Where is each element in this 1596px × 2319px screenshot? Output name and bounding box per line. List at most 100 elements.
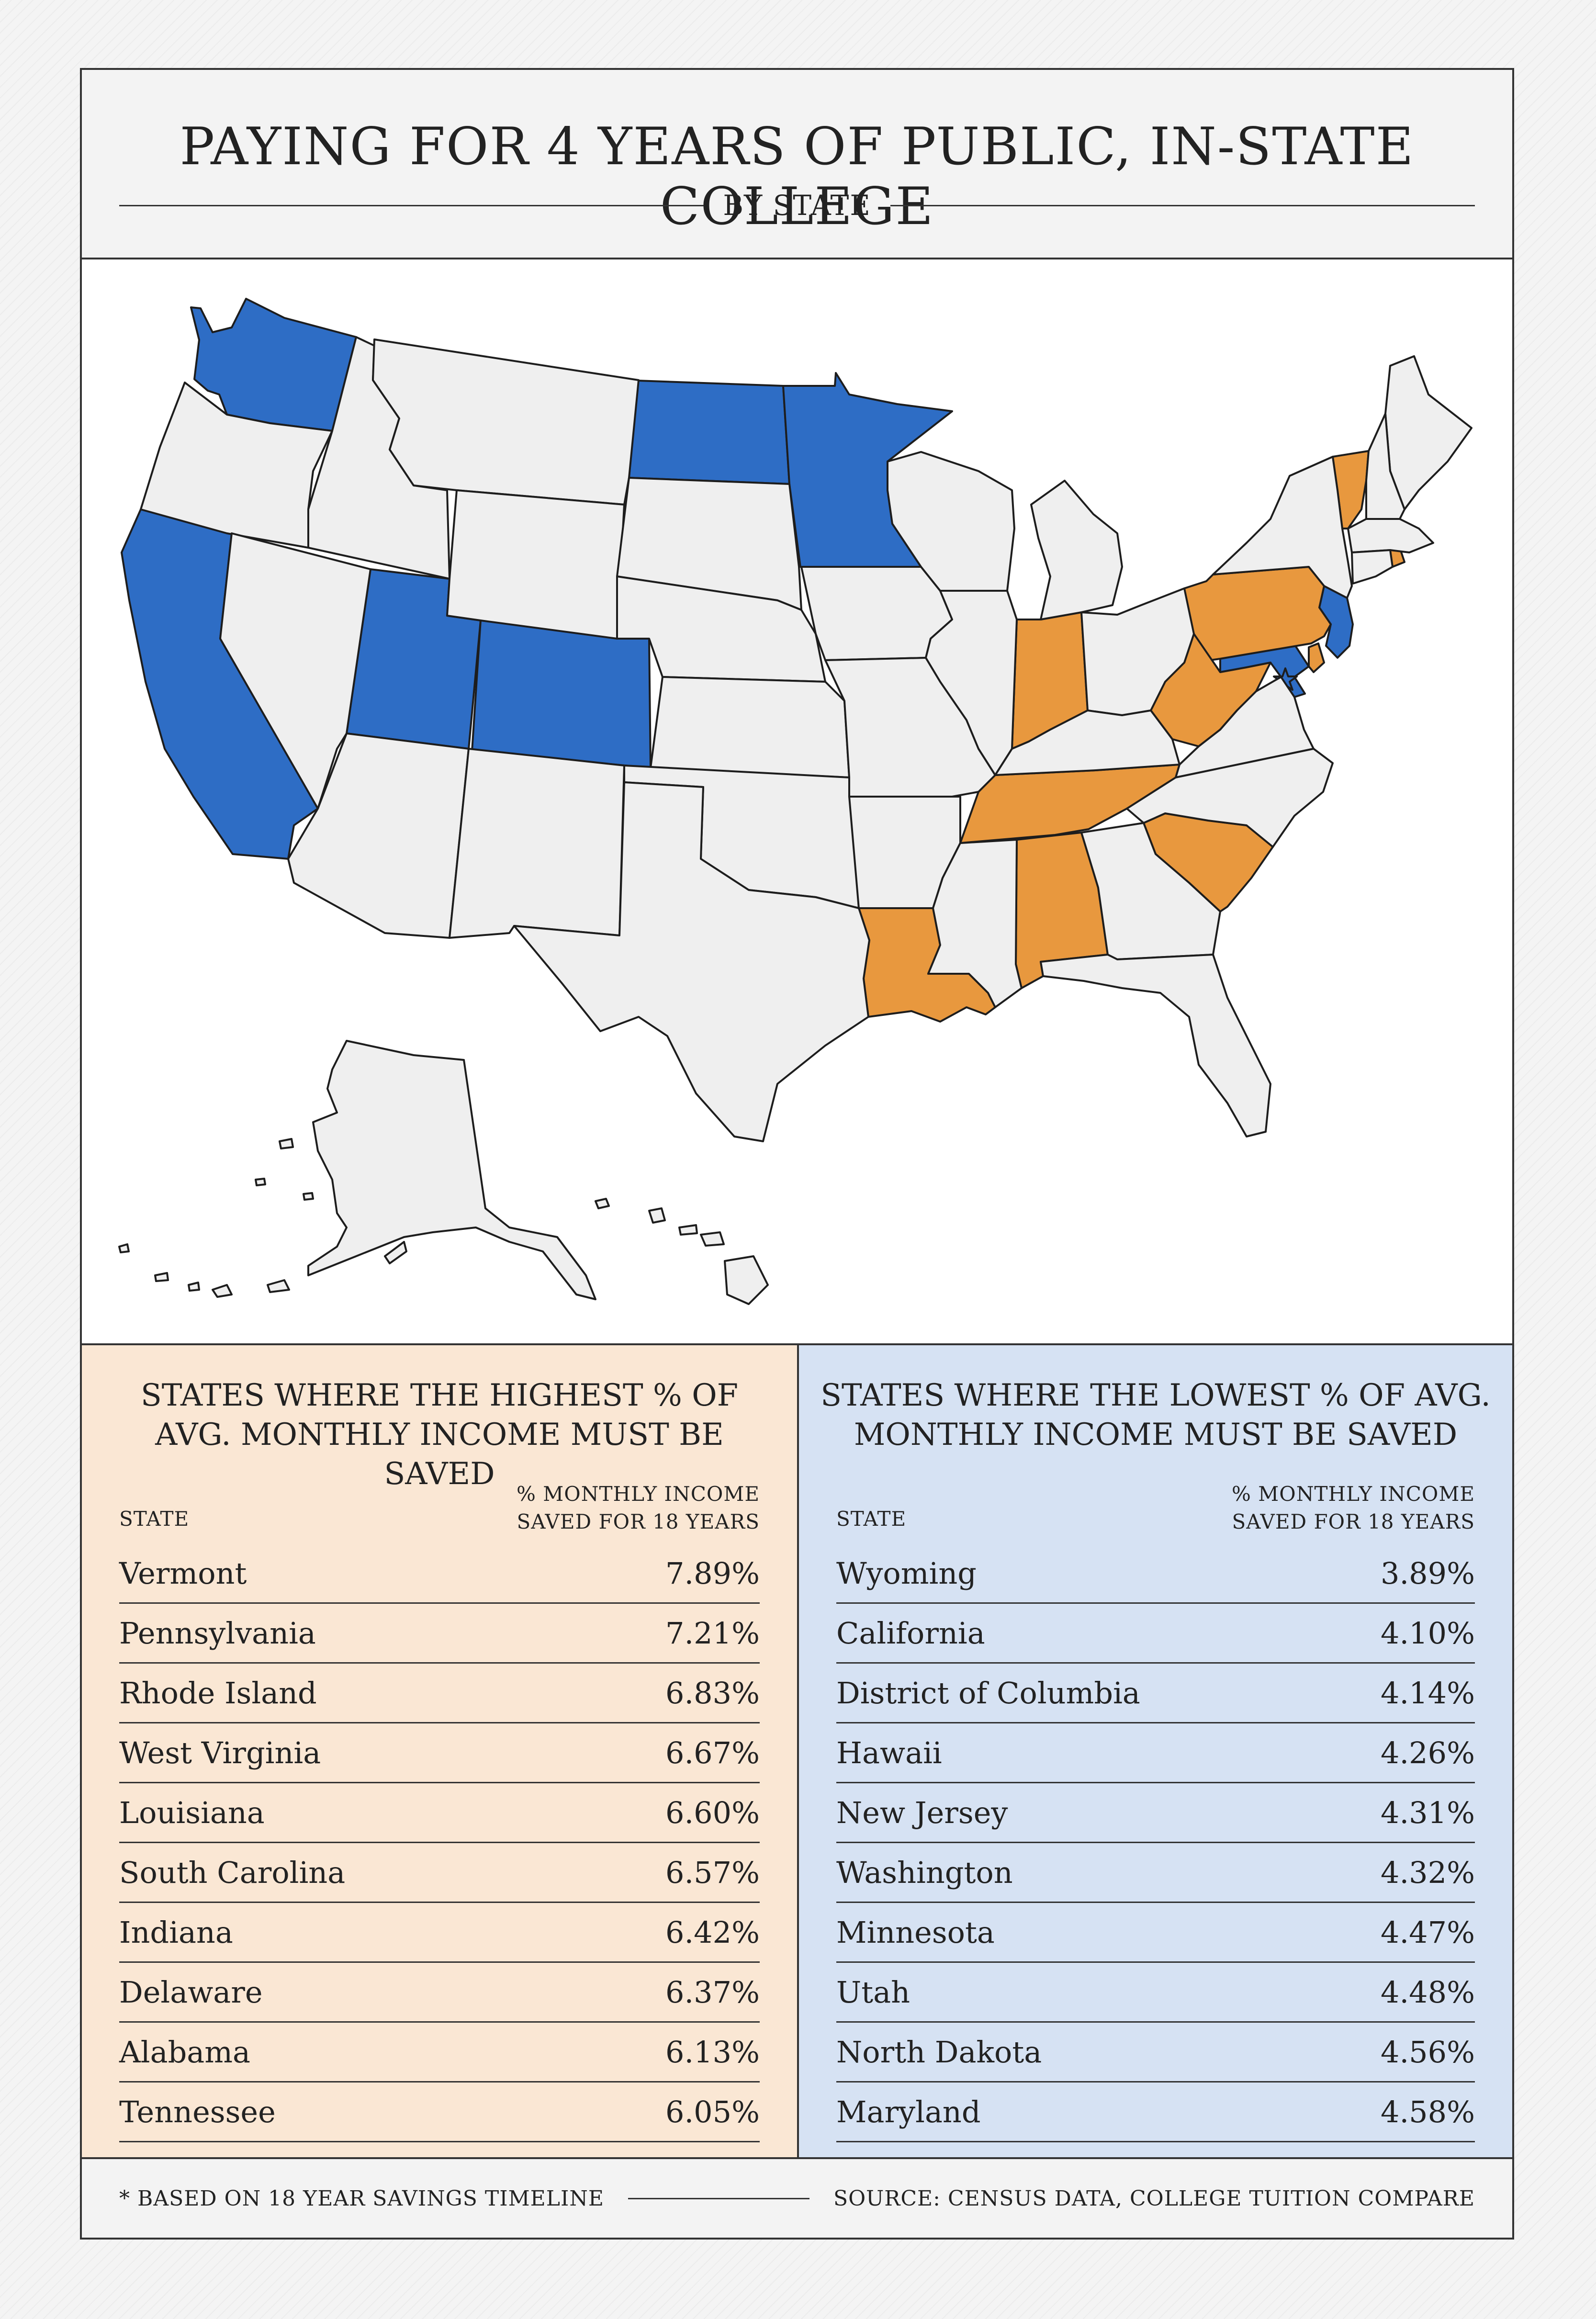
footer-source: SOURCE: CENSUS DATA, COLLEGE TUITION COM…	[833, 2186, 1475, 2211]
lowest-panel-title: STATES WHERE THE LOWEST % OF AVG. MONTHL…	[820, 1378, 1491, 1452]
table-row: California 4.10%	[836, 1604, 1475, 1664]
hawaii-island	[678, 1224, 698, 1236]
table-row: District of Columbia 4.14%	[836, 1664, 1475, 1723]
row-pct: 7.89%	[665, 1555, 760, 1591]
row-pct: 3.89%	[1381, 1555, 1475, 1591]
table-row: Pennsylvania 7.21%	[119, 1604, 760, 1664]
state-massachusetts	[1347, 518, 1434, 553]
row-state: Hawaii	[836, 1735, 942, 1770]
lowest-rows: Wyoming 3.89% California 4.10% District of…	[836, 1544, 1475, 2142]
lowest-col-pct: % MONTHLY INCOME SAVED FOR 18 YEARS	[1232, 1480, 1475, 1536]
row-pct: 4.31%	[1381, 1795, 1475, 1830]
highest-col-pct-line2: SAVED FOR 18 YEARS	[517, 1510, 760, 1533]
row-pct: 4.48%	[1381, 1974, 1475, 2010]
subtitle-row: BY STATE	[119, 189, 1475, 222]
highest-panel: STATES WHERE THE HIGHEST % OF AVG. MONTH…	[82, 1345, 799, 2157]
highest-col-pct-line1: % MONTHLY INCOME	[517, 1482, 760, 1506]
row-pct: 4.14%	[1381, 1675, 1475, 1711]
row-pct: 6.05%	[665, 2094, 760, 2129]
tables-section: STATES WHERE THE HIGHEST % OF AVG. MONTH…	[82, 1343, 1512, 2157]
alaska-island	[118, 1243, 130, 1253]
row-pct: 4.56%	[1381, 2034, 1475, 2070]
table-row: Indiana 6.42%	[119, 1903, 760, 1963]
row-state: California	[836, 1615, 985, 1651]
table-row: Vermont 7.89%	[119, 1544, 760, 1604]
state-nevada	[219, 532, 371, 810]
table-row: Delaware 6.37%	[119, 1963, 760, 2023]
row-state: Washington	[836, 1855, 1013, 1890]
row-state: Delaware	[119, 1974, 263, 2010]
page-title: PAYING FOR 4 YEARS OF PUBLIC, IN-STATE C…	[180, 117, 1415, 236]
row-state: Vermont	[119, 1555, 247, 1591]
row-state: Maryland	[836, 2094, 981, 2129]
state-wyoming	[446, 489, 625, 640]
row-pct: 6.67%	[665, 1735, 760, 1770]
row-state: Wyoming	[836, 1555, 977, 1591]
us-map-svg	[118, 298, 1472, 1305]
subtitle-rule-right	[890, 204, 1475, 206]
footer-rule	[628, 2197, 809, 2199]
subtitle-rule-left	[119, 204, 704, 206]
table-row: Tennessee 6.05%	[119, 2083, 760, 2142]
state-alaska	[307, 1040, 596, 1300]
state-delaware	[1308, 642, 1325, 673]
row-state: North Dakota	[836, 2034, 1042, 2070]
table-row: Maryland 4.58%	[836, 2083, 1475, 2142]
table-row: Rhode Island 6.83%	[119, 1664, 760, 1723]
hawaii-island	[724, 1255, 769, 1305]
table-row: Utah 4.48%	[836, 1963, 1475, 2023]
state-michigan	[1030, 480, 1123, 620]
row-pct: 6.13%	[665, 2034, 760, 2070]
state-mississippi	[927, 839, 1023, 1008]
lowest-col-state: STATE	[836, 1507, 907, 1531]
footer: * BASED ON 18 YEAR SAVINGS TIMELINE SOUR…	[82, 2157, 1512, 2238]
state-colorado	[471, 619, 652, 769]
table-row: Hawaii 4.26%	[836, 1723, 1475, 1783]
state-kentucky	[994, 709, 1180, 776]
row-state: Indiana	[119, 1914, 233, 1950]
page-subtitle: BY STATE	[723, 189, 871, 222]
row-state: South Carolina	[119, 1855, 346, 1890]
highest-panel-title: STATES WHERE THE HIGHEST % OF AVG. MONTH…	[140, 1378, 739, 1492]
state-montana	[372, 338, 640, 506]
row-pct: 6.83%	[665, 1675, 760, 1711]
infographic-frame: PAYING FOR 4 YEARS OF PUBLIC, IN-STATE C…	[80, 68, 1514, 2240]
state-connecticut	[1351, 549, 1394, 585]
lowest-col-pct-line1: % MONTHLY INCOME	[1232, 1482, 1475, 1506]
table-row: Alabama 6.13%	[119, 2023, 760, 2083]
alaska-island	[212, 1284, 233, 1298]
footer-note: * BASED ON 18 YEAR SAVINGS TIMELINE	[119, 2186, 604, 2211]
state-florida	[1040, 954, 1271, 1137]
state-illinois	[925, 590, 1018, 776]
table-row: New Jersey 4.31%	[836, 1783, 1475, 1843]
alaska-island	[255, 1178, 266, 1186]
row-pct: 4.58%	[1381, 2094, 1475, 2129]
lowest-col-pct-line2: SAVED FOR 18 YEARS	[1232, 1510, 1475, 1533]
alaska-island	[384, 1241, 407, 1264]
neutral-states	[140, 336, 1472, 1142]
hawaii-island	[700, 1231, 725, 1247]
alaska-island	[303, 1192, 314, 1201]
state-texas	[513, 781, 870, 1142]
row-pct: 4.47%	[1381, 1914, 1475, 1950]
row-state: District of Columbia	[836, 1675, 1140, 1711]
row-pct: 4.26%	[1381, 1735, 1475, 1770]
row-state: Tennessee	[119, 2094, 276, 2129]
state-north-carolina	[1126, 748, 1334, 848]
row-state: Pennsylvania	[119, 1615, 316, 1651]
row-state: Louisiana	[119, 1795, 265, 1830]
table-row: Washington 4.32%	[836, 1843, 1475, 1903]
row-state: West Virginia	[119, 1735, 321, 1770]
state-north-dakota	[628, 380, 790, 485]
alaska-island	[279, 1138, 294, 1149]
header: PAYING FOR 4 YEARS OF PUBLIC, IN-STATE C…	[82, 70, 1512, 259]
row-pct: 7.21%	[665, 1615, 760, 1651]
state-maine	[1384, 355, 1472, 510]
state-new-york	[1212, 456, 1353, 599]
table-row: South Carolina 6.57%	[119, 1843, 760, 1903]
row-state: New Jersey	[836, 1795, 1008, 1830]
row-pct: 6.37%	[665, 1974, 760, 2010]
alaska-island	[267, 1279, 290, 1293]
hawaii-island	[595, 1198, 610, 1209]
row-state: Rhode Island	[119, 1675, 317, 1711]
